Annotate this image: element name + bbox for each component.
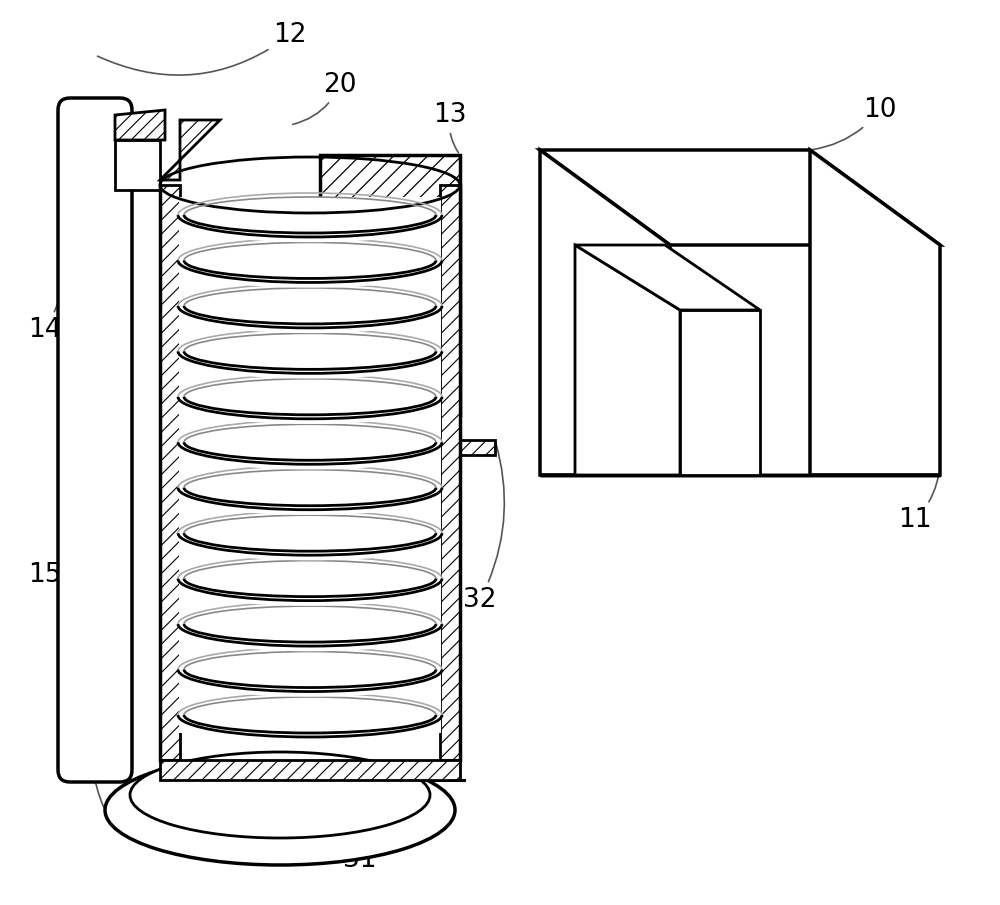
Polygon shape xyxy=(320,155,460,415)
Ellipse shape xyxy=(105,755,455,865)
Polygon shape xyxy=(680,310,760,475)
Polygon shape xyxy=(160,185,180,760)
Polygon shape xyxy=(179,197,441,733)
Polygon shape xyxy=(540,150,670,475)
FancyBboxPatch shape xyxy=(58,98,132,782)
Polygon shape xyxy=(115,110,165,140)
Polygon shape xyxy=(810,150,940,475)
Polygon shape xyxy=(440,185,460,760)
Polygon shape xyxy=(440,185,460,760)
Text: 13: 13 xyxy=(433,102,467,153)
Polygon shape xyxy=(115,110,165,140)
Polygon shape xyxy=(160,185,180,760)
Ellipse shape xyxy=(130,752,430,838)
Polygon shape xyxy=(160,760,460,780)
Polygon shape xyxy=(160,120,220,180)
Text: 12: 12 xyxy=(98,22,307,75)
Text: 20: 20 xyxy=(293,72,357,124)
Polygon shape xyxy=(575,245,760,310)
Text: 10: 10 xyxy=(813,97,897,149)
Text: 30: 30 xyxy=(83,697,117,807)
Text: 11: 11 xyxy=(898,462,940,533)
Polygon shape xyxy=(320,415,495,455)
Polygon shape xyxy=(575,245,680,475)
Text: 32: 32 xyxy=(463,443,504,613)
Polygon shape xyxy=(115,140,160,190)
Text: 31: 31 xyxy=(283,847,377,873)
Polygon shape xyxy=(320,155,460,415)
Polygon shape xyxy=(540,150,940,245)
Polygon shape xyxy=(160,120,220,180)
Text: 14: 14 xyxy=(28,258,70,343)
Text: 15: 15 xyxy=(28,557,68,588)
Polygon shape xyxy=(320,415,495,455)
Polygon shape xyxy=(160,760,460,780)
